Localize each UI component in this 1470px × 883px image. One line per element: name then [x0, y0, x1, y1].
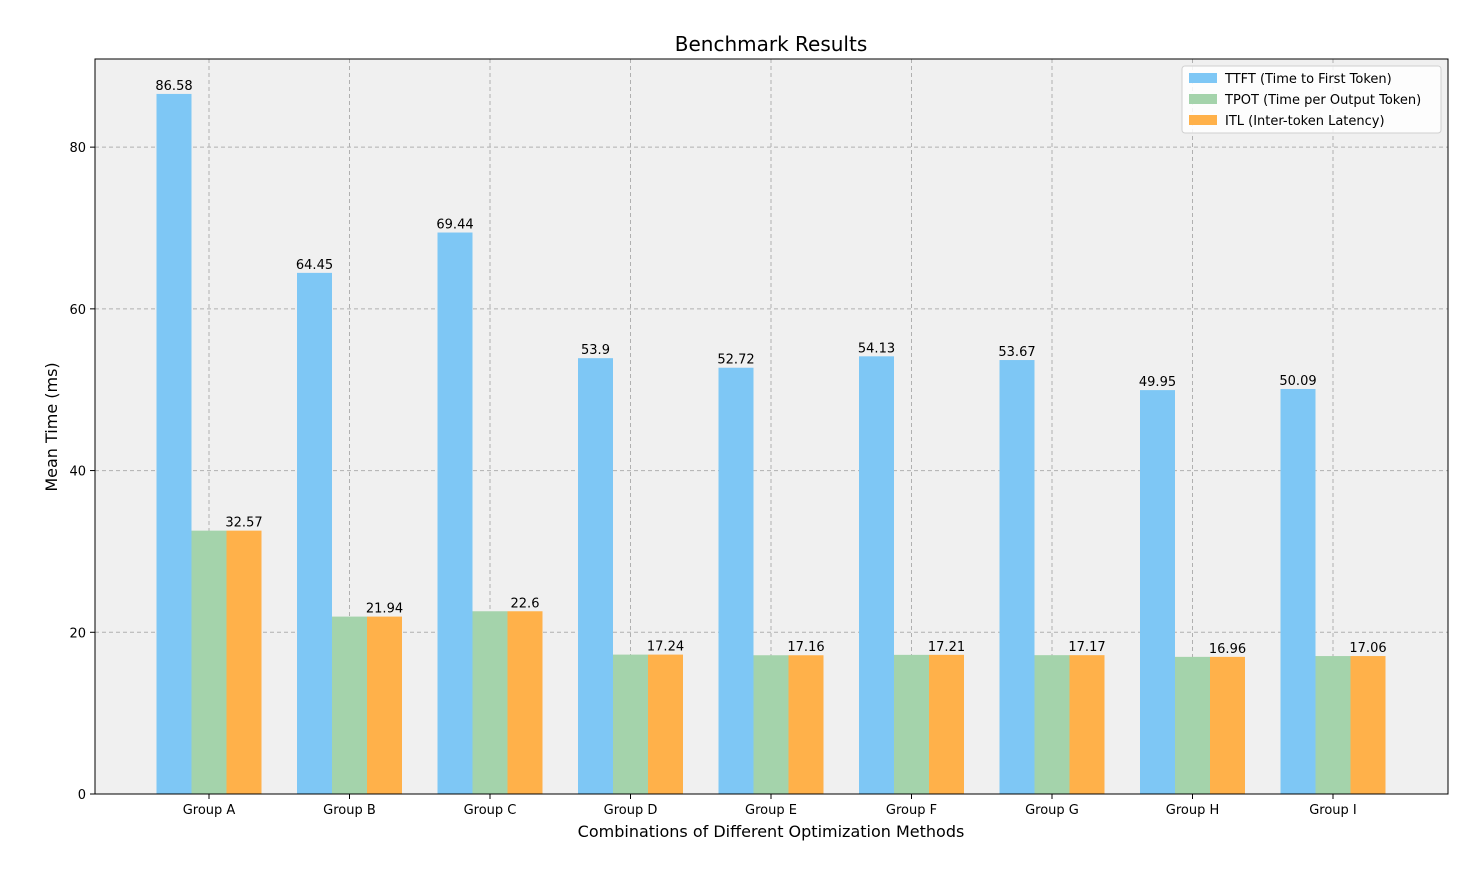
y-tick-label: 40 — [69, 465, 86, 480]
y-axis-ticks: 0 20 40 60 80 — [69, 141, 95, 803]
bar — [1315, 656, 1351, 794]
x-tick-label: Group G — [1025, 803, 1079, 818]
bar — [1034, 655, 1070, 794]
x-tick-label: Group H — [1166, 803, 1220, 818]
data-label: 53.67 — [998, 345, 1035, 360]
x-tick-label: Group A — [183, 803, 236, 818]
x-axis-ticks: Group A Group B Group C Group D Group E Group… — [183, 794, 1357, 818]
data-label: 50.09 — [1279, 374, 1316, 389]
x-tick-label: Group E — [745, 803, 797, 818]
data-label: 17.17 — [1068, 640, 1105, 655]
data-label: 52.72 — [717, 353, 754, 368]
legend-entry: ITL (Inter-token Latency) — [1225, 114, 1385, 129]
bar — [226, 530, 262, 794]
bar — [613, 654, 648, 794]
legend: TTFT (Time to First Token) TPOT (Time per… — [1181, 65, 1442, 134]
bar — [297, 272, 332, 794]
data-label: 21.94 — [366, 602, 403, 617]
bar — [1175, 656, 1210, 794]
bars — [156, 93, 1386, 795]
data-label: 54.13 — [858, 341, 895, 356]
bar — [1210, 656, 1245, 794]
data-label: 86.58 — [155, 79, 192, 94]
bar — [507, 611, 543, 794]
bar — [718, 367, 754, 794]
data-label: 17.24 — [647, 640, 684, 655]
legend-swatch — [1189, 73, 1217, 83]
bar — [578, 358, 613, 794]
legend-entry: TTFT (Time to First Token) — [1224, 72, 1392, 87]
bar — [753, 655, 789, 794]
data-label: 17.16 — [787, 640, 824, 655]
bar — [999, 360, 1035, 794]
y-tick-label: 60 — [69, 303, 86, 318]
bar — [367, 616, 402, 794]
y-axis-title: Mean Time (ms) — [42, 362, 61, 491]
x-tick-label: Group I — [1309, 803, 1357, 818]
data-labels: 86.58 64.45 69.44 53.9 52.72 54.13 53.67 49.95 5… — [155, 79, 1386, 657]
bar — [859, 356, 894, 794]
bar — [437, 232, 473, 794]
bar — [156, 93, 192, 795]
bar — [788, 655, 824, 794]
bar — [1350, 656, 1386, 794]
data-label: 17.21 — [928, 640, 965, 655]
y-tick-label: 80 — [69, 141, 86, 156]
data-label: 64.45 — [296, 258, 333, 273]
bar — [191, 530, 227, 794]
bar — [648, 654, 683, 794]
legend-swatch — [1189, 115, 1217, 125]
bar — [472, 611, 508, 794]
legend-box — [1181, 65, 1442, 134]
data-label: 49.95 — [1139, 375, 1176, 390]
y-tick-label: 0 — [78, 788, 86, 803]
bar — [929, 654, 964, 794]
bar — [1140, 390, 1175, 794]
x-axis-title: Combinations of Different Optimization M… — [578, 822, 965, 841]
data-label: 69.44 — [436, 218, 473, 233]
x-tick-label: Group B — [323, 803, 376, 818]
data-label: 32.57 — [225, 516, 262, 531]
data-label: 16.96 — [1209, 642, 1246, 657]
bar — [1069, 655, 1105, 794]
y-tick-label: 20 — [69, 626, 86, 641]
bar — [1280, 388, 1316, 794]
x-tick-label: Group C — [464, 803, 517, 818]
legend-swatch — [1189, 94, 1217, 104]
bar — [332, 616, 367, 794]
x-tick-label: Group F — [886, 803, 937, 818]
chart-title: Benchmark Results — [675, 32, 868, 56]
data-label: 53.9 — [581, 343, 610, 358]
data-label: 22.6 — [511, 596, 540, 611]
legend-entry: TPOT (Time per Output Token) — [1224, 93, 1421, 108]
x-tick-label: Group D — [604, 803, 658, 818]
bar — [894, 654, 929, 794]
data-label: 17.06 — [1349, 641, 1386, 656]
